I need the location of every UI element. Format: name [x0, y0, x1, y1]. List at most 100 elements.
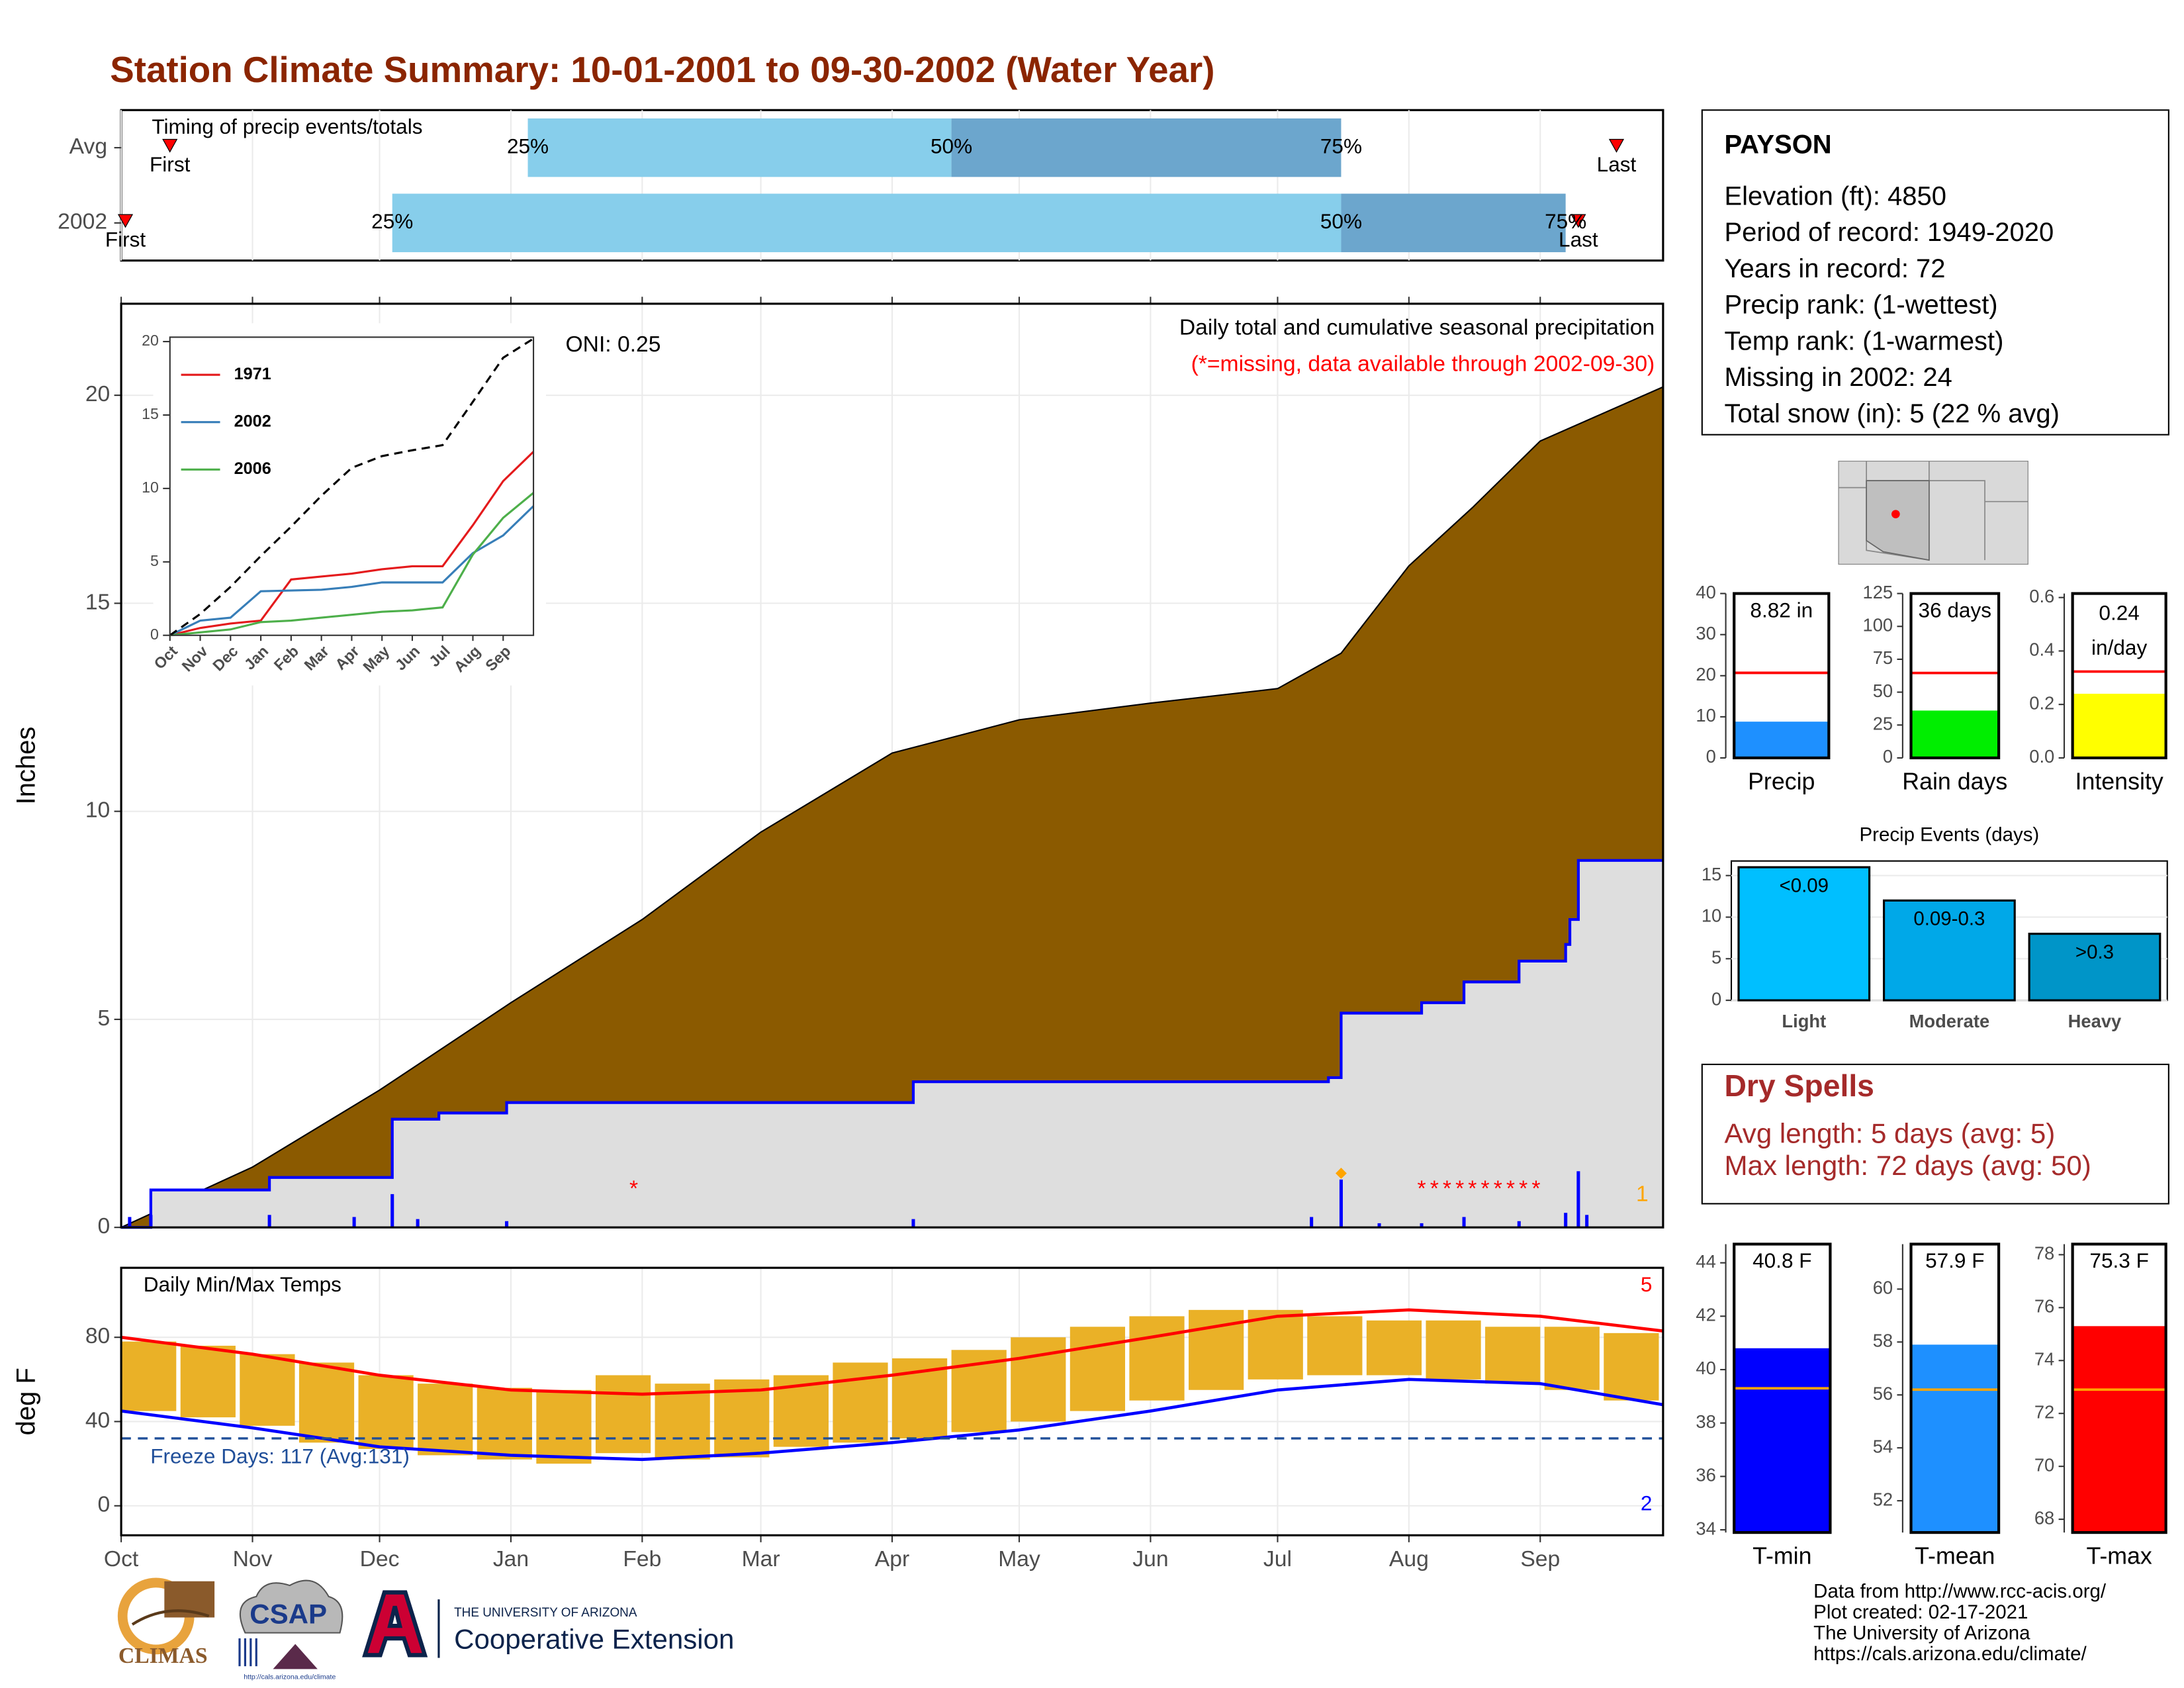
station-line: Elevation (ft): 4850 [1724, 181, 1946, 211]
missing-marker: * [1455, 1177, 1464, 1201]
temp-bar [358, 1375, 414, 1449]
x-tick-label: May [998, 1547, 1040, 1571]
temp-bar [833, 1362, 888, 1443]
series-line [169, 492, 535, 637]
temp-bar [536, 1389, 592, 1464]
y-tick-label: 5 [150, 552, 159, 569]
y-tick-label: 74 [2034, 1349, 2054, 1370]
bar [1911, 1344, 1999, 1533]
title: Daily Min/Max Temps [144, 1272, 341, 1296]
oni-label: ONI: 0.25 [565, 332, 660, 357]
locator-map [1838, 461, 2028, 565]
x-tick-label: Nov [233, 1547, 273, 1571]
y-tick-label: 60 [1873, 1278, 1893, 1298]
plot-frame [120, 1266, 1664, 1536]
x-tick-label: Dec [360, 1547, 400, 1571]
avg-temp-line [120, 1308, 1664, 1396]
missing-marker: * [1519, 1177, 1527, 1201]
value-label: 0.24 [2099, 601, 2139, 625]
daily-bar [1420, 1223, 1424, 1228]
y-tick-label: 40 [1696, 1358, 1715, 1378]
csap-logo-cloud [239, 1579, 343, 1634]
daily-bar [1310, 1217, 1314, 1228]
y-tick-label: 15 [1702, 864, 1721, 884]
y-tick-label: 42 [1696, 1305, 1715, 1325]
csap-logo-url: http://cals.arizona.edu/climate [244, 1673, 336, 1681]
x-tick-label: Sep [1520, 1547, 1560, 1571]
bar [2028, 933, 2161, 1002]
temp-bar [1129, 1316, 1185, 1401]
legend-label: 2002 [234, 412, 271, 430]
bar-frame [2071, 592, 2167, 760]
timing-title: Timing of precip events/totals [152, 115, 422, 138]
y-tick-label: 0 [1883, 746, 1893, 767]
y-tick-label: 20 [142, 332, 159, 349]
bar [2072, 1326, 2166, 1533]
y-tick-label: 36 [1696, 1465, 1715, 1485]
y-axis-label: deg F [12, 1368, 41, 1435]
y-tick-label: 20 [1696, 664, 1715, 684]
daily-bar [1377, 1223, 1381, 1228]
dry-spells-lines: Avg length: 5 days (avg: 5)Max length: 7… [1724, 1117, 2091, 1180]
extension-name: Cooperative Extension [454, 1623, 734, 1654]
bar-frame [1909, 592, 2001, 760]
category-label: Light [1782, 1011, 1826, 1031]
timing-marker [1608, 138, 1625, 153]
y-tick-label: 0.4 [2029, 639, 2054, 660]
map-station [1891, 510, 1900, 518]
record-high-count: 5 [1641, 1272, 1653, 1296]
plot-frame [120, 303, 1664, 1229]
y-tick-label: 125 [1863, 582, 1893, 602]
x-tick-label: Aug [1389, 1547, 1429, 1571]
value-label: 57.9 F [1925, 1248, 1984, 1272]
missing-marker: * [1494, 1177, 1502, 1201]
timing-label: 50% [1320, 209, 1362, 233]
y-tick-label: 38 [1696, 1411, 1715, 1432]
temp-bar [655, 1383, 710, 1460]
timing-marker [162, 138, 178, 153]
x-tick-label: Jan [493, 1547, 529, 1571]
station-line: Missing in 2002: 24 [1724, 363, 1952, 392]
category-label: T-max [2086, 1542, 2152, 1569]
value-label: 36 days [1919, 598, 1992, 622]
temp-bar [298, 1362, 355, 1443]
y-tick-label: 10 [85, 798, 110, 823]
temp-bar [240, 1354, 295, 1426]
bar-frame [1733, 592, 1831, 760]
row-label: Avg [69, 134, 107, 159]
temp-bar [121, 1341, 177, 1411]
y-tick-label: 0 [98, 1493, 111, 1517]
dry-spells-line: Max length: 72 days (avg: 50) [1724, 1150, 2091, 1181]
category-label: T-min [1752, 1542, 1811, 1569]
y-tick-label: 54 [1873, 1436, 1893, 1456]
station-line: Precip rank: (1-wettest) [1724, 291, 1997, 320]
y-tick-label: 58 [1873, 1331, 1893, 1351]
daily-bar [1462, 1217, 1466, 1228]
dry-spells-title: Dry Spells [1724, 1068, 1874, 1103]
map-state [1866, 480, 1930, 561]
missing-marker: * [1468, 1177, 1477, 1201]
temp-bar [418, 1383, 473, 1456]
footer-line: https://cals.arizona.edu/climate/ [1813, 1643, 2087, 1665]
y-tick-label: 76 [2034, 1296, 2054, 1317]
bar [1737, 866, 1871, 1002]
y-tick-label: 0 [150, 626, 159, 643]
station-line: Temp rank: (1-warmest) [1724, 326, 2003, 355]
timing-bar [392, 193, 1342, 252]
daily-bar [267, 1215, 271, 1228]
timing-label: 75% [1320, 134, 1362, 158]
unit-label: in/day [2091, 635, 2147, 659]
missing-marker: * [1531, 1177, 1540, 1201]
timing-label: 75% [1545, 209, 1586, 233]
average-area [120, 385, 1664, 1229]
y-tick-label: 78 [2034, 1243, 2054, 1264]
y-tick-label: 0.6 [2029, 586, 2054, 606]
daily-bar [911, 1219, 915, 1228]
category-label: Moderate [1909, 1011, 1990, 1031]
chart-title: Precip Events (days) [1860, 824, 2040, 846]
timing-bar [1341, 193, 1566, 252]
timing-marker [1570, 214, 1586, 228]
missing-marker: * [629, 1177, 638, 1201]
y-tick-label: 68 [2034, 1507, 2054, 1528]
